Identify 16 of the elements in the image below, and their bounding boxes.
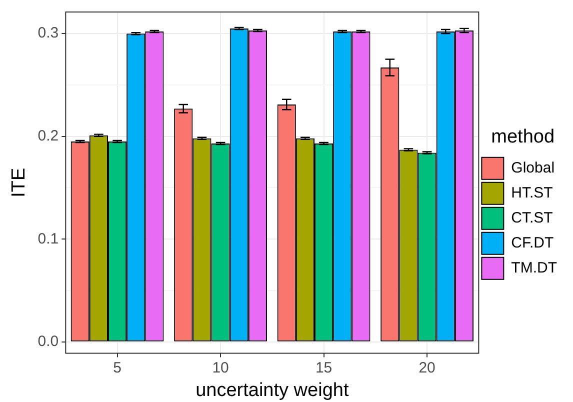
legend-title: method — [491, 126, 555, 148]
x-tick-label: 15 — [315, 359, 332, 376]
x-tick-label: 10 — [212, 359, 229, 376]
x-axis-title: uncertainty weight — [196, 380, 350, 401]
legend-label: CT.ST — [511, 210, 553, 227]
x-tick-label: 20 — [418, 359, 436, 376]
y-axis-title: ITE — [8, 168, 30, 198]
legend-label: Global — [511, 160, 555, 177]
legend-label: HT.ST — [511, 184, 553, 202]
y-tick-label: 0.1 — [38, 230, 59, 248]
y-tick-label: 0.3 — [38, 24, 59, 42]
x-tick-label: 5 — [113, 359, 122, 376]
y-tick-label: 0.2 — [38, 127, 59, 144]
legend-label: TM.DT — [511, 260, 558, 277]
legend-label: CF.DT — [511, 234, 554, 252]
y-tick-label: 0.0 — [38, 333, 59, 350]
